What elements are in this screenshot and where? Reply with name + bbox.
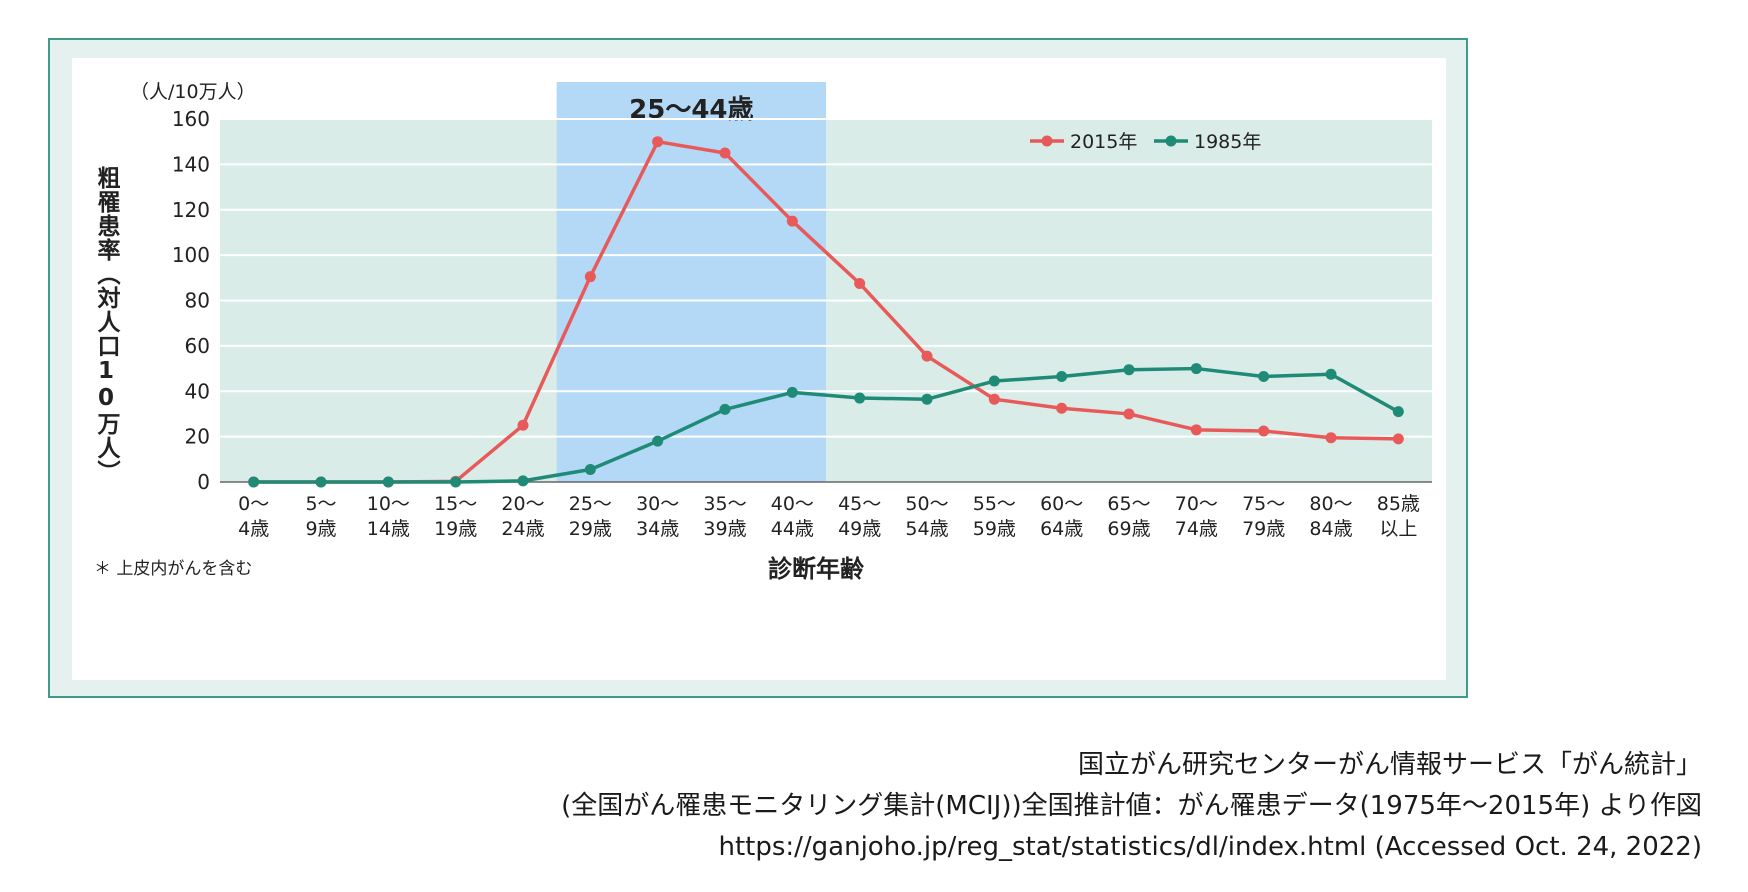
x-tick-label: 0～ — [238, 493, 269, 515]
x-tick-label: 44歳 — [771, 518, 814, 540]
x-tick-label: 59歳 — [973, 518, 1016, 540]
y-tick-label: 80 — [185, 289, 210, 313]
data-point — [584, 271, 596, 283]
data-point — [1056, 402, 1068, 414]
highlight-label: 25～44歳 — [629, 95, 753, 125]
data-point — [382, 476, 394, 488]
y-tick-label: 0 — [197, 470, 210, 494]
data-point — [786, 386, 798, 398]
x-tick-label: 20～ — [501, 493, 544, 515]
y-tick-label: 120 — [172, 198, 210, 222]
legend-swatch-dot — [1041, 135, 1053, 147]
x-tick-label: 9歳 — [305, 518, 336, 540]
y-tick-label: 60 — [185, 334, 210, 358]
footnote: ＊ 上皮内がんを含む — [94, 559, 252, 579]
data-point — [719, 403, 731, 415]
y-tick-label: 100 — [172, 243, 210, 267]
x-tick-label: 19歳 — [434, 518, 477, 540]
x-tick-label: 60～ — [1040, 493, 1083, 515]
data-point — [854, 277, 866, 289]
data-point — [1258, 371, 1270, 383]
data-point — [652, 136, 664, 148]
data-point — [719, 147, 731, 159]
credit-line-1: 国立がん研究センターがん情報サービス「がん統計」 — [1077, 750, 1702, 780]
x-tick-label: 55～ — [973, 493, 1016, 515]
credit-line-3: https://ganjoho.jp/reg_stat/statistics/d… — [718, 832, 1702, 862]
data-point — [584, 464, 596, 476]
x-tick-label: 4歳 — [238, 518, 269, 540]
x-tick-label: 50～ — [905, 493, 948, 515]
data-point — [1392, 406, 1404, 418]
x-tick-label: 34歳 — [636, 518, 679, 540]
x-tick-label: 40～ — [771, 493, 814, 515]
data-point — [1190, 363, 1202, 375]
credit-line-2: (全国がん罹患モニタリング集計(MCIJ))全国推計値：がん罹患データ(1975… — [561, 791, 1702, 821]
x-tick-label: 85歳 — [1377, 493, 1420, 515]
data-point — [1056, 371, 1068, 383]
data-point — [854, 392, 866, 404]
x-tick-label: 45～ — [838, 493, 881, 515]
x-tick-label: 79歳 — [1242, 518, 1285, 540]
data-point — [1392, 433, 1404, 445]
data-point — [652, 435, 664, 447]
x-tick-label: 49歳 — [838, 518, 881, 540]
x-tick-label: 70～ — [1175, 493, 1218, 515]
data-point — [921, 350, 933, 362]
y-tick-label: 140 — [172, 152, 210, 176]
source-credits: 国立がん研究センターがん情報サービス「がん統計」 (全国がん罹患モニタリング集計… — [561, 745, 1702, 868]
x-tick-label: 5～ — [305, 493, 336, 515]
x-tick-label: 25～ — [569, 493, 612, 515]
x-tick-label: 10～ — [367, 493, 410, 515]
x-tick-label: 35～ — [703, 493, 746, 515]
x-tick-label: 84歳 — [1309, 518, 1352, 540]
data-point — [1325, 432, 1337, 444]
y-tick-label: 20 — [185, 425, 210, 449]
data-point — [1325, 368, 1337, 380]
x-tick-label: 65～ — [1107, 493, 1150, 515]
series-line-1 — [253, 366, 1400, 484]
data-point — [1123, 364, 1135, 376]
data-point — [517, 475, 529, 487]
data-point — [1123, 408, 1135, 420]
x-tick-label: 64歳 — [1040, 518, 1083, 540]
x-tick-label: 69歳 — [1107, 518, 1150, 540]
data-point — [450, 476, 462, 488]
y-tick-label: 40 — [185, 379, 210, 403]
data-point — [988, 375, 1000, 387]
data-point — [248, 476, 260, 488]
legend-label: 2015年 — [1070, 131, 1137, 153]
highlight-band — [556, 82, 826, 482]
data-point — [1258, 425, 1270, 437]
data-point — [988, 393, 1000, 405]
x-tick-label: 14歳 — [367, 518, 410, 540]
chart-frame: 25～44歳 0 20 40 60 80 100 120 140 160 （人/10万人） 粗罹患率（… — [48, 38, 1468, 698]
data-point — [517, 419, 529, 431]
x-tick-label: 以上 — [1379, 518, 1417, 540]
x-tick-label: 54歳 — [905, 518, 948, 540]
x-tick-label: 39歳 — [703, 518, 746, 540]
x-tick-label: 24歳 — [501, 518, 544, 540]
x-tick-label: 75～ — [1242, 493, 1285, 515]
x-tick-label: 29歳 — [569, 518, 612, 540]
x-tick-label: 15～ — [434, 493, 477, 515]
data-point — [1190, 424, 1202, 436]
legend-swatch-dot — [1165, 135, 1177, 147]
unit-label: （人/10万人） — [130, 81, 256, 103]
legend-label: 1985年 — [1194, 131, 1261, 153]
x-tick-label: 80～ — [1309, 493, 1352, 515]
data-point — [315, 476, 327, 488]
x-tick-label: 30～ — [636, 493, 679, 515]
data-point — [786, 215, 798, 227]
data-point — [921, 393, 933, 405]
y-axis-title: 粗罹患率（対人口10万人） — [93, 165, 121, 484]
x-axis-title: 診断年齢 — [768, 555, 865, 583]
y-tick-label: 160 — [172, 107, 210, 131]
line-chart: 25～44歳020406080100120140160（人/10万人）粗罹患率（… — [72, 58, 1446, 680]
x-tick-label: 74歳 — [1175, 518, 1218, 540]
